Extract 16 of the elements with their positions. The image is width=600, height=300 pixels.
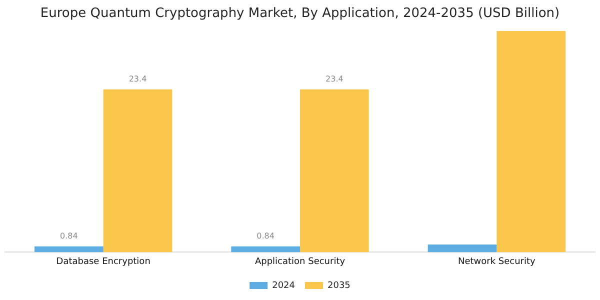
data-label: 23.4 bbox=[326, 74, 344, 84]
x-tick-label: Database Encryption bbox=[56, 256, 150, 267]
bar bbox=[496, 30, 566, 252]
legend-label: 2024 bbox=[272, 280, 296, 291]
chart-title: Europe Quantum Cryptography Market, By Application, 2024-2035 (USD Billion) bbox=[40, 6, 560, 22]
bar bbox=[300, 89, 369, 252]
x-tick-label: Application Security bbox=[254, 256, 346, 267]
bar bbox=[34, 246, 104, 252]
legend-label: 2035 bbox=[328, 280, 350, 291]
x-tick-label: Network Security bbox=[458, 256, 536, 267]
data-label: 0.84 bbox=[256, 231, 274, 240]
bar bbox=[103, 89, 172, 252]
data-label: 0.84 bbox=[60, 231, 78, 240]
data-label: 23.4 bbox=[128, 74, 147, 84]
bar bbox=[428, 244, 497, 252]
bar bbox=[231, 246, 300, 252]
